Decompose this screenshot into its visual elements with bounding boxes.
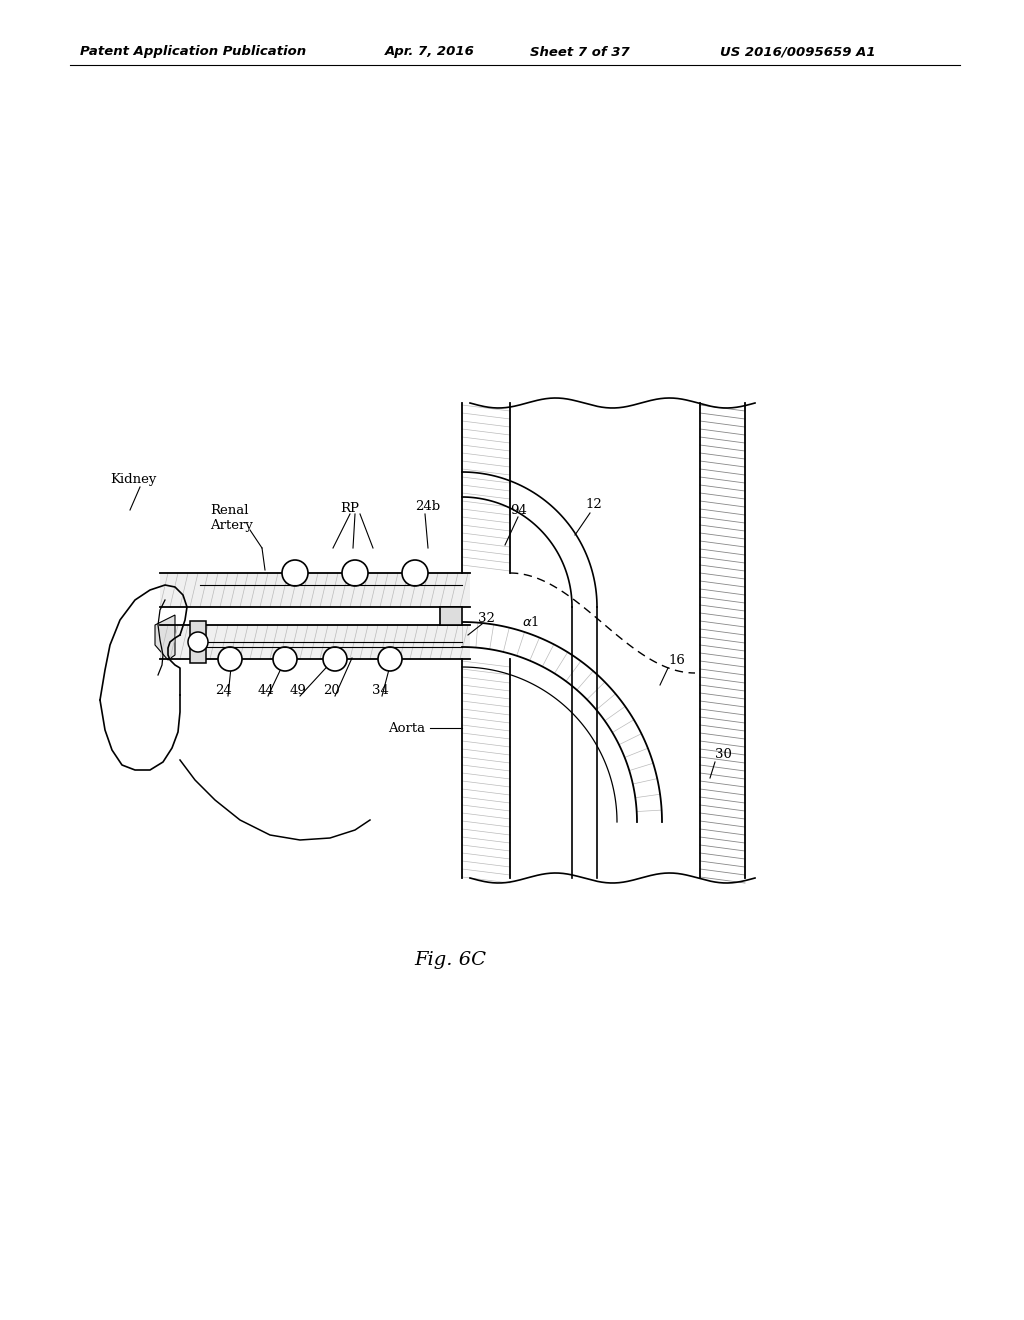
Text: Artery: Artery (210, 520, 253, 532)
Text: Sheet 7 of 37: Sheet 7 of 37 (530, 45, 630, 58)
Circle shape (282, 560, 308, 586)
Circle shape (323, 647, 347, 671)
Text: 94: 94 (510, 503, 527, 516)
Text: 44: 44 (258, 684, 274, 697)
Text: Apr. 7, 2016: Apr. 7, 2016 (385, 45, 475, 58)
Text: 12: 12 (585, 499, 602, 511)
Text: 16: 16 (668, 653, 685, 667)
Circle shape (402, 560, 428, 586)
Polygon shape (155, 615, 175, 660)
Text: 20: 20 (323, 684, 340, 697)
Text: Kidney: Kidney (110, 474, 157, 487)
Text: 24b: 24b (415, 499, 440, 512)
Polygon shape (160, 573, 470, 607)
Text: Renal: Renal (210, 503, 249, 516)
Text: Fig. 6C: Fig. 6C (414, 950, 486, 969)
Text: 49: 49 (290, 684, 307, 697)
Circle shape (342, 560, 368, 586)
Circle shape (218, 647, 242, 671)
Circle shape (188, 632, 208, 652)
Bar (190, 620, 206, 663)
Text: RP: RP (340, 502, 359, 515)
Text: 34: 34 (372, 684, 389, 697)
Text: 30: 30 (715, 748, 732, 762)
Text: Aorta: Aorta (388, 722, 425, 734)
Text: US 2016/0095659 A1: US 2016/0095659 A1 (720, 45, 876, 58)
Text: Patent Application Publication: Patent Application Publication (80, 45, 306, 58)
Text: 24: 24 (215, 684, 231, 697)
Text: $\alpha$1: $\alpha$1 (522, 615, 540, 630)
Circle shape (273, 647, 297, 671)
Text: 32: 32 (478, 611, 495, 624)
Bar (440, 607, 462, 624)
Polygon shape (160, 624, 470, 659)
Circle shape (378, 647, 402, 671)
